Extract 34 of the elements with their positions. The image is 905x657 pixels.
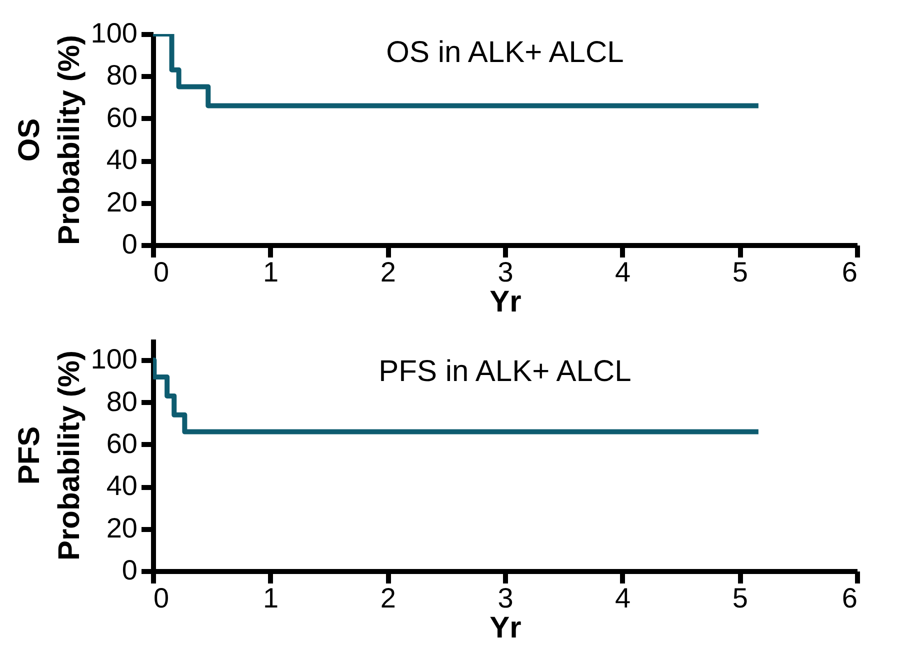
y-tick-label: 60 — [106, 102, 138, 133]
text: PFS in ALK+ ALCL — [378, 355, 632, 388]
x-tick-label: 4 — [615, 256, 631, 288]
y-tick-label: 60 — [106, 428, 138, 459]
x-axis-title: Yr — [490, 286, 522, 318]
x-tick-label: 2 — [380, 256, 396, 288]
y-tick-label: 80 — [106, 60, 138, 91]
x-tick-label: 1 — [263, 582, 279, 614]
x-tick-label: 0 — [154, 256, 170, 288]
y-tick-label: 0 — [122, 554, 138, 586]
x-tick-label: 0 — [154, 582, 170, 614]
y-tick-label: 40 — [106, 470, 138, 502]
x-tick-label: 2 — [380, 582, 396, 614]
x-tick-label: 1 — [263, 256, 279, 288]
x-axis-title: Yr — [490, 612, 522, 644]
y-tick-label: 100 — [90, 18, 138, 48]
y-tick-label: 40 — [106, 144, 138, 176]
chart-title: OS in ALK+ ALCL — [386, 36, 624, 69]
y-tick-label: 80 — [106, 386, 138, 417]
x-tick-label: 5 — [732, 582, 748, 614]
x-tick-label: 6 — [842, 582, 858, 614]
text: OS — [12, 118, 46, 162]
text: PFS — [12, 426, 46, 485]
x-tick-label: 4 — [615, 582, 631, 614]
y-tick-label: 20 — [106, 186, 138, 218]
y-axis-title: Probability (%) — [52, 350, 86, 561]
y-tick-label: 100 — [90, 344, 138, 375]
x-tick-label: 5 — [732, 256, 748, 288]
x-tick-label: 6 — [842, 256, 858, 288]
y-tick-label: 0 — [122, 228, 138, 260]
x-tick-label: 3 — [498, 256, 514, 288]
y-tick-label: 20 — [106, 512, 138, 544]
x-tick-label: 3 — [498, 582, 514, 614]
y-axis-title: Probability (%) — [52, 34, 86, 246]
